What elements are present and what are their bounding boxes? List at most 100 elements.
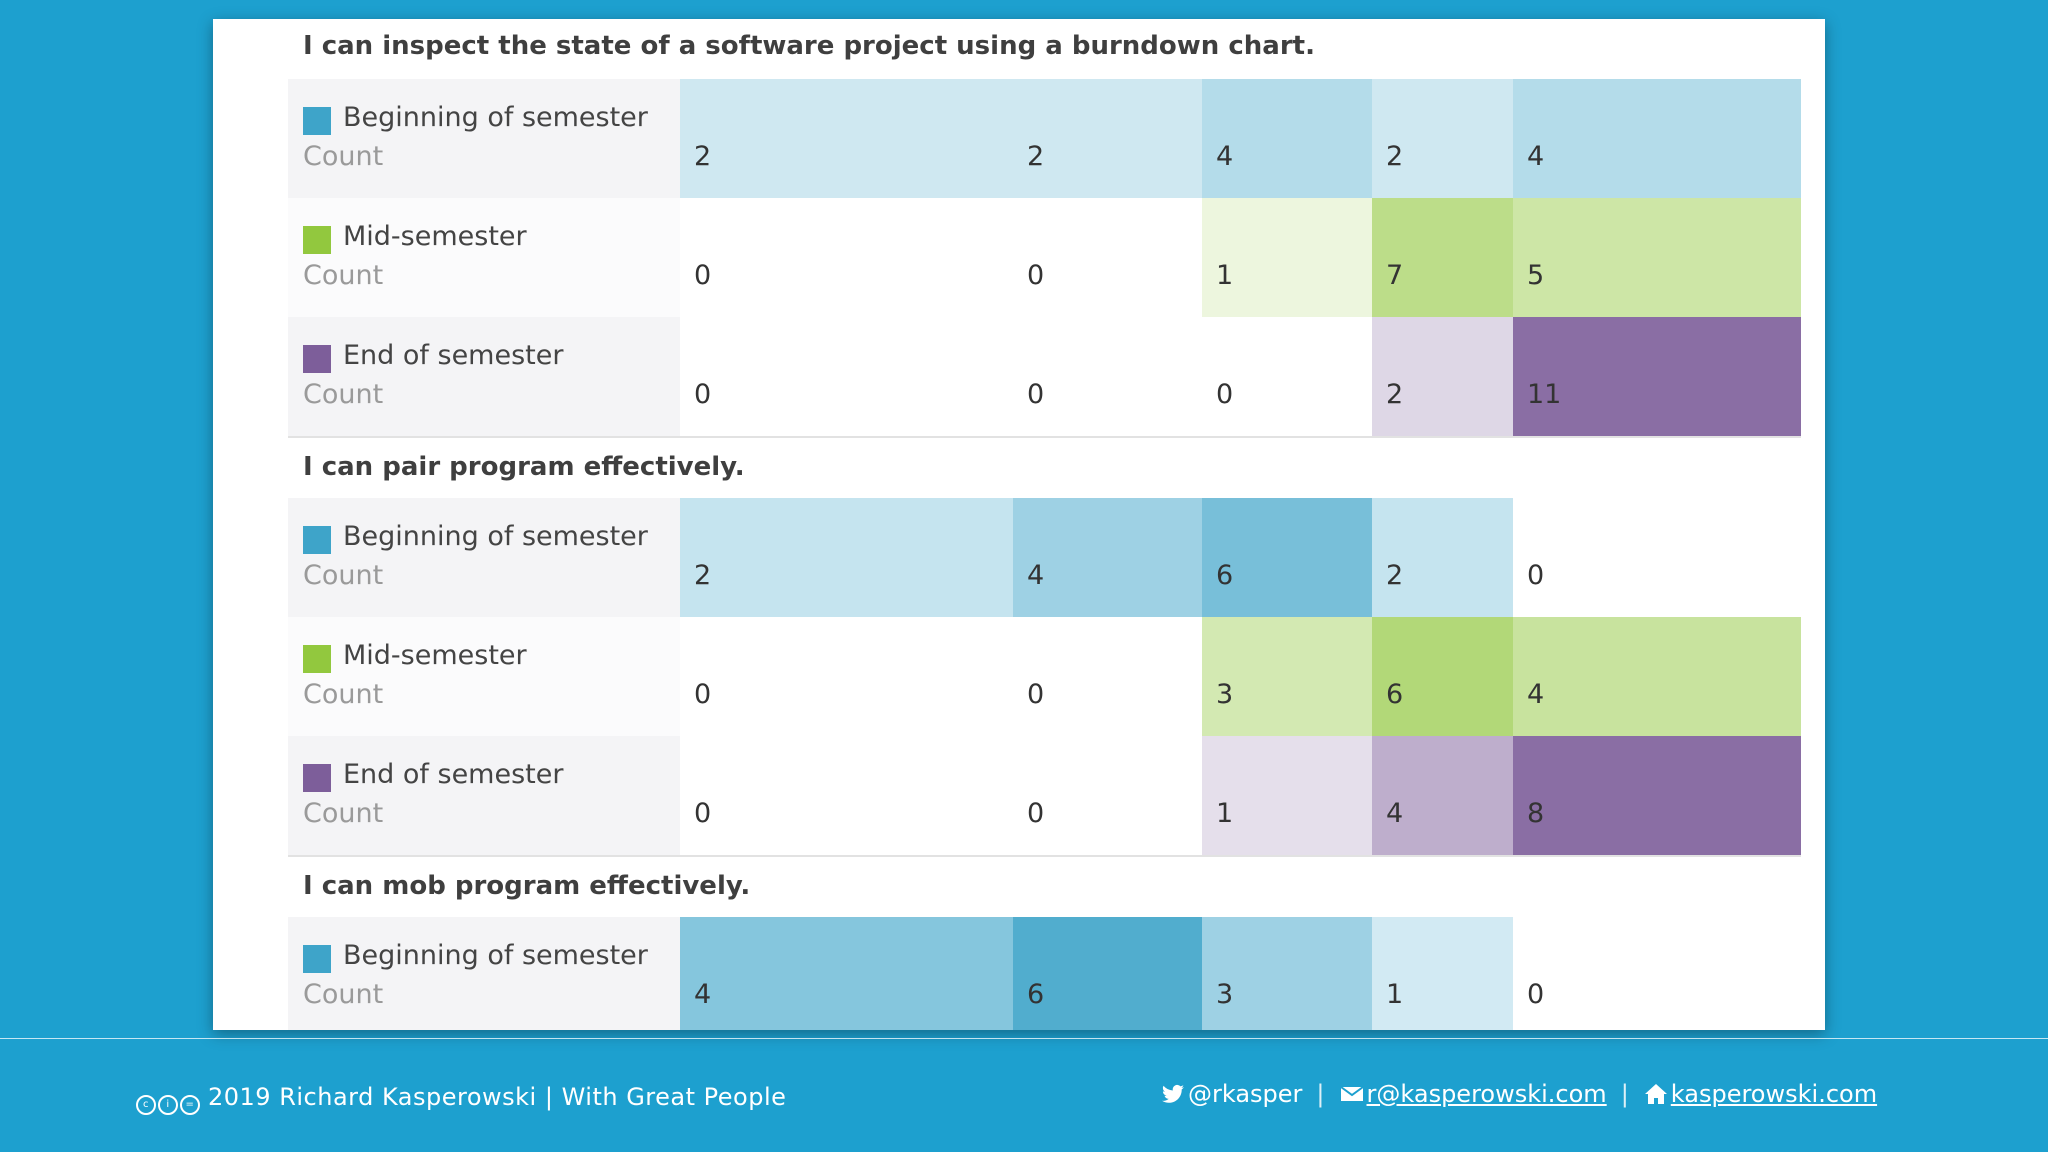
count-value: 0	[694, 679, 712, 710]
footer-contacts: @rkasper | r@kasperowski.com | kasperows…	[1160, 1080, 1877, 1108]
table-row: Beginning of semester Count 4 6 3 1 0	[288, 917, 1801, 1030]
count-cell: 0	[1013, 198, 1202, 317]
count-cell: 5	[1513, 198, 1801, 317]
count-value: 2	[694, 560, 712, 591]
twitter-icon	[1162, 1084, 1184, 1103]
footer-separator: |	[1316, 1080, 1325, 1108]
count-cell: 4	[1513, 617, 1801, 736]
count-label: Count	[303, 979, 384, 1010]
count-cell: 8	[1513, 736, 1801, 855]
email-link[interactable]: r@kasperowski.com	[1366, 1080, 1607, 1108]
legend-swatch	[303, 107, 331, 135]
count-cell: 0	[1202, 317, 1372, 436]
count-value: 3	[1216, 979, 1234, 1010]
footer-copyright: c i = 2019 Richard Kasperowski | With Great…	[136, 1083, 786, 1115]
question-title: I can mob program effectively.	[303, 871, 751, 901]
question-title: I can pair program effectively.	[303, 452, 745, 482]
count-cell: 2	[680, 79, 1013, 198]
row-label: Mid-semester Count	[288, 617, 680, 736]
home-icon	[1644, 1084, 1667, 1104]
row-label: End of semester Count	[288, 736, 680, 855]
legend-swatch	[303, 226, 331, 254]
count-value: 2	[1386, 379, 1404, 410]
survey-results-card: I can inspect the state of a software pr…	[213, 19, 1825, 1030]
count-value: 6	[1216, 560, 1234, 591]
creative-commons-icon: c i =	[136, 1083, 202, 1115]
table-row: Mid-semester Count 0 0 1 7 5	[288, 198, 1801, 317]
phase-label: Beginning of semester	[343, 521, 648, 552]
count-cell: 0	[1513, 498, 1801, 617]
legend-swatch	[303, 764, 331, 792]
count-value: 7	[1386, 260, 1404, 291]
count-cell: 0	[1013, 617, 1202, 736]
count-cell: 1	[1372, 917, 1513, 1030]
website-link[interactable]: kasperowski.com	[1670, 1080, 1878, 1108]
count-value: 4	[1027, 560, 1045, 591]
count-value: 6	[1027, 979, 1045, 1010]
count-value: 1	[1386, 979, 1404, 1010]
count-value: 0	[1027, 798, 1045, 829]
count-cell: 3	[1202, 917, 1372, 1030]
count-cell: 4	[1202, 79, 1372, 198]
count-label: Count	[303, 260, 384, 291]
count-cell: 2	[1372, 79, 1513, 198]
count-value: 0	[694, 798, 712, 829]
row-label: End of semester Count	[288, 317, 680, 436]
count-cell: 4	[1013, 498, 1202, 617]
phase-label: Mid-semester	[343, 221, 527, 252]
table-row: Beginning of semester Count 2 4 6 2 0	[288, 498, 1801, 617]
count-label: Count	[303, 141, 384, 172]
count-cell: 0	[1513, 917, 1801, 1030]
row-label: Beginning of semester Count	[288, 917, 680, 1030]
row-label: Beginning of semester Count	[288, 79, 680, 198]
footer-divider	[0, 1038, 2048, 1039]
count-value: 8	[1527, 798, 1545, 829]
phase-label: End of semester	[343, 340, 564, 371]
table-row: End of semester Count 0 0 0 2 11	[288, 317, 1801, 438]
count-cell: 4	[1513, 79, 1801, 198]
phase-label: Mid-semester	[343, 640, 527, 671]
count-value: 4	[1386, 798, 1404, 829]
phase-label: End of semester	[343, 759, 564, 790]
count-value: 4	[1527, 679, 1545, 710]
count-value: 4	[1216, 141, 1234, 172]
count-value: 2	[1386, 141, 1404, 172]
count-value: 1	[1216, 798, 1234, 829]
legend-swatch	[303, 345, 331, 373]
legend-swatch	[303, 645, 331, 673]
count-cell: 4	[680, 917, 1013, 1030]
count-cell: 7	[1372, 198, 1513, 317]
count-cell: 1	[1202, 198, 1372, 317]
count-value: 0	[1527, 979, 1545, 1010]
count-value: 0	[1527, 560, 1545, 591]
row-label: Mid-semester Count	[288, 198, 680, 317]
count-cell: 2	[1372, 498, 1513, 617]
count-cell: 2	[1013, 79, 1202, 198]
row-label: Beginning of semester Count	[288, 498, 680, 617]
footer-separator: |	[1620, 1080, 1629, 1108]
count-value: 2	[694, 141, 712, 172]
count-value: 0	[694, 379, 712, 410]
twitter-handle[interactable]: @rkasper	[1188, 1080, 1303, 1108]
count-cell: 0	[680, 617, 1013, 736]
count-value: 2	[1027, 141, 1045, 172]
count-cell: 6	[1013, 917, 1202, 1030]
count-cell: 0	[680, 736, 1013, 855]
mail-icon	[1339, 1086, 1364, 1101]
count-cell: 0	[1013, 317, 1202, 436]
count-label: Count	[303, 379, 384, 410]
count-value: 0	[1027, 260, 1045, 291]
table-row: Beginning of semester Count 2 2 4 2 4	[288, 79, 1801, 198]
legend-swatch	[303, 526, 331, 554]
copyright-text: 2019 Richard Kasperowski | With Great Pe…	[208, 1083, 787, 1111]
count-cell: 11	[1513, 317, 1801, 436]
survey-results-table: I can inspect the state of a software pr…	[288, 19, 1801, 1030]
count-cell: 6	[1372, 617, 1513, 736]
count-cell: 2	[680, 498, 1013, 617]
phase-label: Beginning of semester	[343, 940, 648, 971]
question-title: I can inspect the state of a software pr…	[303, 31, 1315, 61]
count-value: 0	[1216, 379, 1234, 410]
count-cell: 4	[1372, 736, 1513, 855]
count-value: 4	[694, 979, 712, 1010]
